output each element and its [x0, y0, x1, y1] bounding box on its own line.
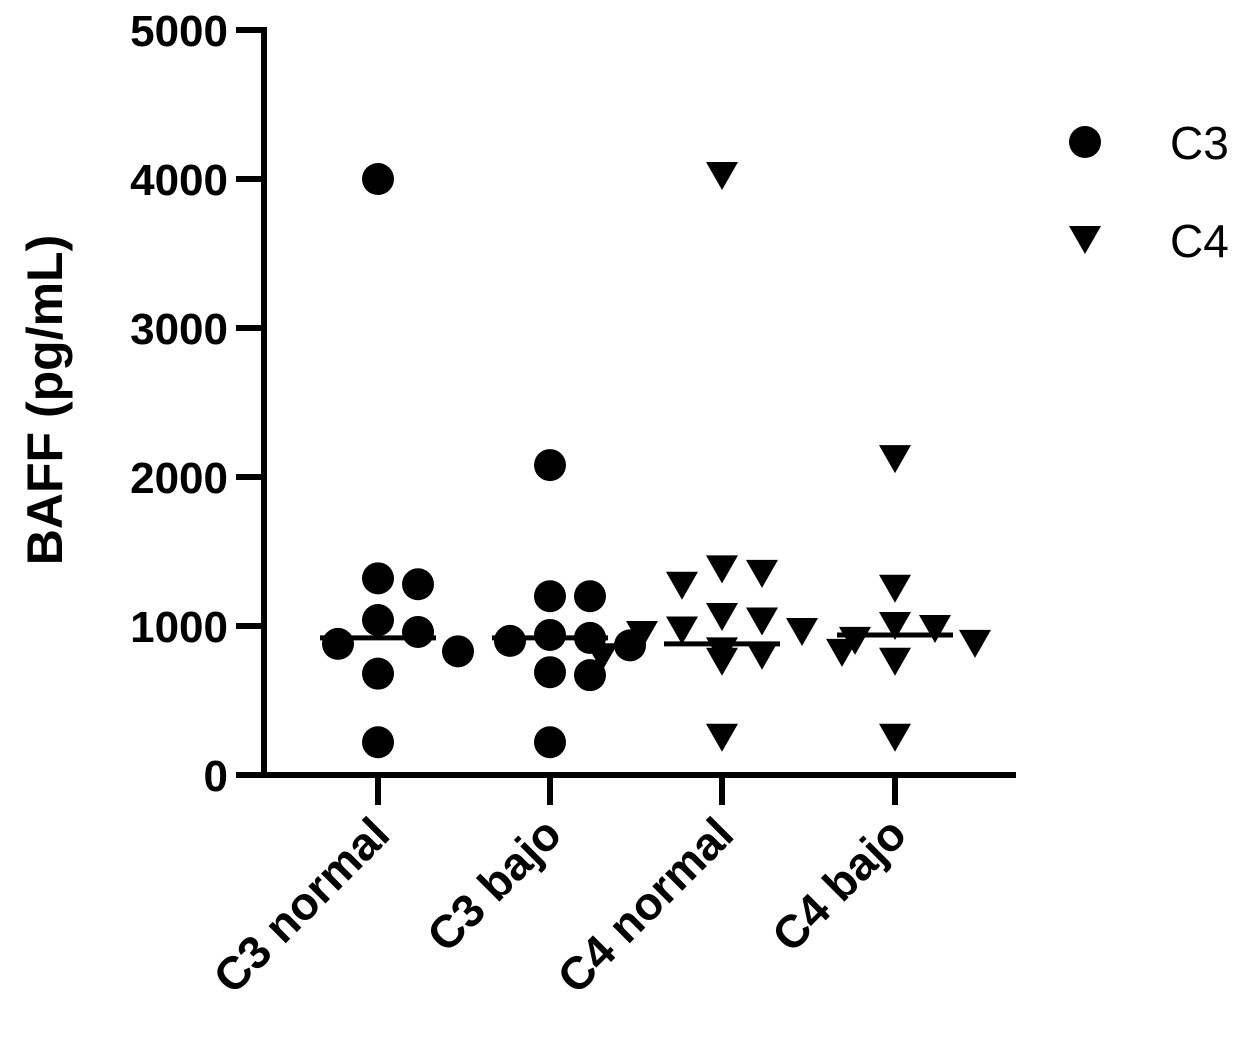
y-tick-label-0: 0 — [204, 752, 228, 801]
x-tick-label-0: C3 normal — [203, 807, 399, 1003]
point-c4-3-5 — [959, 629, 991, 658]
y-tick-label-3000: 3000 — [130, 305, 228, 354]
point-c4-2-12 — [586, 643, 618, 672]
point-c3-0-4 — [402, 615, 434, 648]
point-c4-2-2 — [746, 559, 778, 588]
point-c4-2-6 — [666, 616, 698, 645]
y-tick-label-2000: 2000 — [130, 454, 228, 503]
point-c3-1-2 — [574, 580, 606, 613]
legend-label-c3: C3 — [1170, 117, 1229, 169]
legend-marker-c3 — [1069, 126, 1101, 158]
point-c4-3-2 — [879, 612, 911, 640]
point-c4-3-0 — [879, 445, 911, 474]
point-c4-2-1 — [706, 555, 738, 584]
y-tick-label-1000: 1000 — [130, 603, 228, 652]
point-c3-0-8 — [362, 726, 394, 759]
point-c4-3-3 — [919, 614, 951, 643]
point-c4-3-6 — [879, 647, 911, 676]
point-c3-1-7 — [534, 656, 566, 689]
point-c3-0-7 — [362, 657, 394, 690]
point-c4-2-8 — [626, 620, 658, 649]
point-c3-1-0 — [534, 449, 566, 482]
point-c3-0-2 — [402, 568, 434, 601]
point-c4-2-0 — [706, 162, 738, 191]
legend-label-c4: C4 — [1170, 215, 1229, 267]
y-tick-label-5000: 5000 — [130, 7, 228, 56]
legend-marker-c4 — [1069, 226, 1101, 254]
point-c4-2-14 — [706, 723, 738, 752]
point-c3-0-5 — [322, 627, 354, 660]
point-c4-3-7 — [879, 723, 911, 752]
point-c3-0-3 — [362, 604, 394, 637]
point-c3-0-1 — [362, 562, 394, 595]
x-tick-label-2: C4 normal — [547, 807, 743, 1003]
x-tick-label-1: C3 bajo — [417, 807, 571, 961]
point-c4-2-4 — [706, 603, 738, 632]
y-axis-title: BAFF (pg/mL) — [17, 235, 73, 565]
point-c3-0-6 — [442, 635, 474, 668]
point-c3-1-1 — [534, 580, 566, 613]
point-c3-0-0 — [362, 163, 394, 195]
x-tick-label-3: C4 bajo — [762, 807, 916, 961]
point-c3-1-5 — [494, 624, 526, 657]
point-c4-2-13 — [706, 647, 738, 676]
point-c4-2-5 — [746, 607, 778, 636]
y-tick-label-4000: 4000 — [130, 156, 228, 205]
point-c4-2-11 — [746, 641, 778, 670]
point-c3-1-3 — [534, 618, 566, 651]
point-c4-3-1 — [879, 574, 911, 603]
point-c3-1-8 — [574, 659, 606, 692]
point-c4-2-7 — [786, 617, 818, 646]
point-c4-2-3 — [666, 571, 698, 600]
point-c3-1-9 — [534, 726, 566, 759]
